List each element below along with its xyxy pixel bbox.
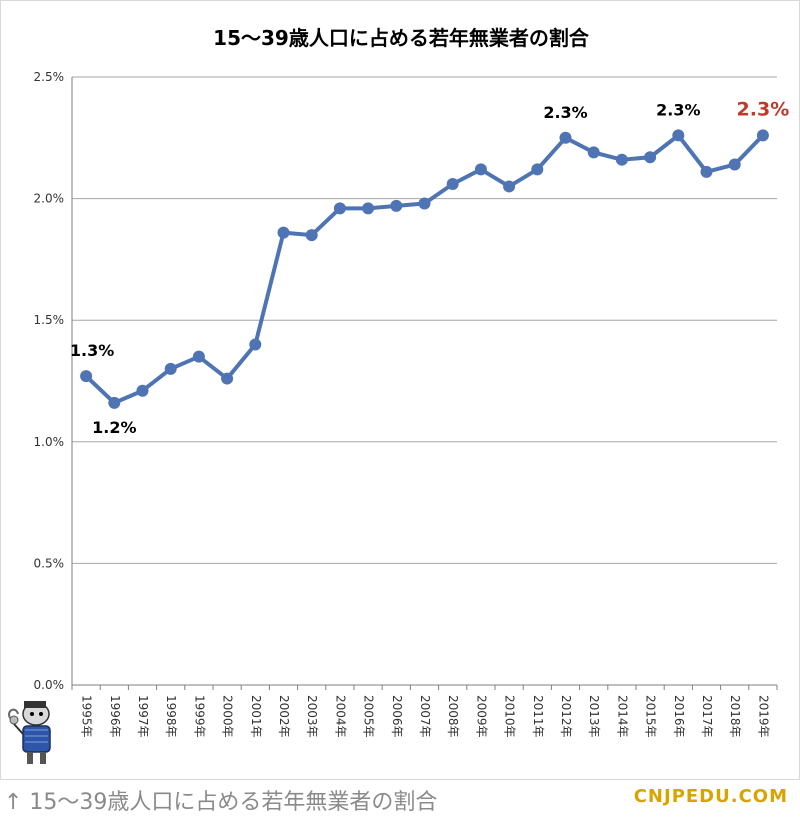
x-tick-label: 2004年: [333, 695, 347, 738]
x-tick-label: 1999年: [192, 695, 206, 738]
data-point: [615, 153, 628, 166]
y-tick-label: 2.0%: [34, 192, 65, 206]
x-tick-label: 2006年: [390, 695, 404, 738]
x-tick-label: 2005年: [362, 695, 376, 738]
x-tick-label: 2007年: [418, 695, 432, 738]
data-point: [277, 226, 290, 239]
data-label: 1.2%: [92, 418, 136, 437]
chart-title: 15～39歳人口に占める若年無業者の割合: [213, 26, 590, 50]
x-tick-label: 2015年: [644, 695, 658, 738]
x-tick-label: 1996年: [108, 695, 122, 738]
data-label: 1.3%: [70, 341, 114, 360]
x-tick-label: 2000年: [221, 695, 235, 738]
data-point: [756, 129, 769, 142]
data-point: [503, 180, 516, 193]
data-point: [700, 165, 713, 178]
x-tick-label: 2008年: [446, 695, 460, 738]
data-point: [221, 372, 234, 385]
data-point: [587, 146, 600, 159]
line-chart: 15～39歳人口に占める若年無業者の割合 0.0% 0.5% 1.0% 1.5% 2.0…: [34, 26, 790, 738]
x-tick-label: 2010年: [503, 695, 517, 738]
data-point: [559, 131, 572, 144]
watermark: CNJPEDU.COM: [633, 786, 788, 807]
data-point: [362, 202, 375, 215]
data-point: [249, 338, 262, 351]
data-point: [531, 163, 544, 176]
x-tick-label: 2016年: [672, 695, 686, 738]
x-tick-label: 2001年: [249, 695, 263, 738]
data-point: [164, 362, 177, 375]
y-tick-label: 0.5%: [34, 556, 65, 570]
data-point: [136, 384, 149, 397]
y-tick-label: 1.0%: [34, 435, 65, 449]
x-tick-label: 2003年: [305, 695, 319, 738]
x-tick-label: 2019年: [756, 695, 770, 738]
data-label: 2.3%: [656, 100, 700, 119]
x-tick-label: 1995年: [80, 695, 94, 738]
data-point: [418, 197, 431, 210]
chart-frame: 15～39歳人口に占める若年無業者の割合 0.0% 0.5% 1.0% 1.5% 2.0…: [0, 0, 800, 780]
data-point: [390, 199, 403, 212]
data-point: [305, 229, 318, 242]
x-tick-label: 2012年: [559, 695, 573, 738]
data-point: [672, 129, 685, 142]
data-point: [80, 370, 93, 383]
y-tick-label: 2.5%: [34, 70, 65, 84]
x-tick-label: 1997年: [136, 695, 150, 738]
data-point: [192, 350, 205, 363]
x-tick-label: 2013年: [587, 695, 601, 738]
x-tick-label: 2009年: [474, 695, 488, 738]
x-tick-label: 2018年: [728, 695, 742, 738]
data-point: [446, 178, 459, 191]
mascot-icon: [8, 701, 51, 764]
data-point: [333, 202, 346, 215]
x-tick-label: 2002年: [277, 695, 291, 738]
x-tick-label: 1998年: [164, 695, 178, 738]
x-tick-label: 2011年: [531, 695, 545, 738]
data-point: [474, 163, 487, 176]
data-point: [644, 151, 657, 164]
data-label: 2.3%: [543, 103, 587, 122]
x-tick-label: 2017年: [700, 695, 714, 738]
caption: ↑ 15～39歳人口に占める若年無業者の割合: [4, 790, 438, 815]
data-point: [108, 396, 121, 409]
x-tick-label: 2014年: [615, 695, 629, 738]
series-line: [84, 133, 765, 405]
data-label: 2.3%: [737, 98, 790, 120]
y-tick-label: 0.0%: [34, 678, 65, 692]
y-tick-label: 1.5%: [34, 313, 65, 327]
data-point: [728, 158, 741, 171]
